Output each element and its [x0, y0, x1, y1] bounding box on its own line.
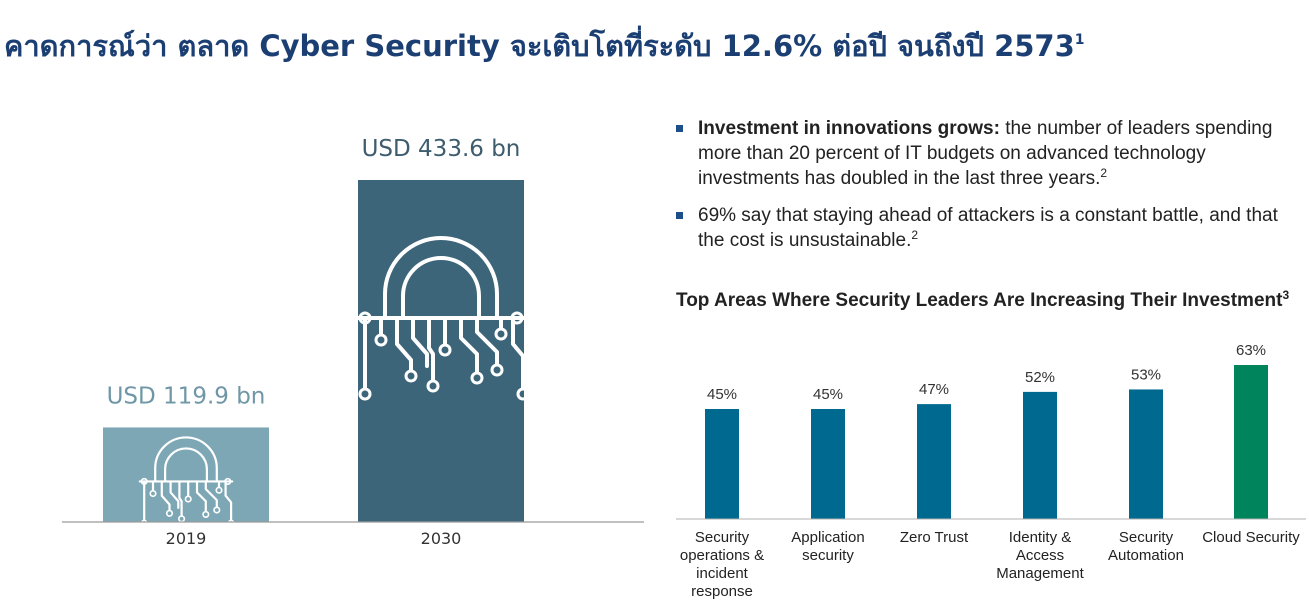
- areas-value-label: 45%: [707, 386, 737, 403]
- bullet-text: 69% say that staying ahead of attackers …: [698, 205, 1278, 251]
- bullet-marker: [676, 125, 683, 132]
- areas-category-label: Cloud Security: [1202, 529, 1300, 546]
- areas-bar: [1234, 365, 1268, 519]
- areas-value-label: 47%: [919, 381, 949, 398]
- headline-text: คาดการณ์ว่า ตลาด Cyber Security จะเติบโต…: [4, 29, 1075, 63]
- market-value-label: USD 119.9 bn: [107, 383, 266, 409]
- headline: คาดการณ์ว่า ตลาด Cyber Security จะเติบโต…: [4, 18, 1304, 68]
- areas-bar: [1023, 391, 1057, 519]
- bullet-text: the number of leaders spending more than…: [698, 118, 1273, 189]
- areas-bar: [1129, 389, 1163, 519]
- areas-value-label: 63%: [1236, 342, 1266, 359]
- areas-category-label: Security Automation: [1108, 529, 1184, 564]
- areas-bar: [917, 404, 951, 519]
- padlock-circuit-icon: [355, 236, 530, 401]
- market-value-label: USD 433.6 bn: [362, 136, 521, 162]
- headline-footnote: 1: [1074, 32, 1085, 48]
- bullet-item: 69% say that staying ahead of attackers …: [676, 203, 1296, 253]
- areas-category-label: Application security: [791, 529, 865, 564]
- areas-value-label: 53%: [1131, 366, 1161, 383]
- bullet-footnote: 2: [1100, 166, 1108, 180]
- areas-value-label: 45%: [813, 386, 843, 403]
- security-areas-chart: 45% 45% 47% 52% 53% 63% Security operations &…: [660, 330, 1309, 612]
- areas-value-label: 52%: [1025, 369, 1055, 386]
- areas-bar: [811, 409, 845, 519]
- market-bar-2019: [103, 427, 269, 522]
- areas-category-label: Security operations & incident response: [679, 529, 765, 600]
- padlock-circuit-icon: [138, 436, 235, 527]
- bullet-bold-text: Investment in innovations grows:: [698, 118, 1000, 139]
- areas-chart-title-footnote: 3: [1282, 288, 1290, 302]
- areas-chart-title: Top Areas Where Security Leaders Are Inc…: [676, 288, 1296, 313]
- insight-bullets: Investment in innovations grows: the num…: [676, 116, 1296, 265]
- market-size-chart: USD 119.9 bn 2019 USD 433.6 bn 2030: [62, 136, 644, 548]
- bullet-footnote: 2: [911, 228, 919, 242]
- areas-category-label: Zero Trust: [899, 529, 969, 546]
- security-areas-plot: 45% 45% 47% 52% 53% 63%: [676, 342, 1306, 520]
- market-category-label: 2030: [421, 529, 462, 548]
- areas-chart-title-text: Top Areas Where Security Leaders Are Inc…: [676, 290, 1283, 311]
- bullet-item: Investment in innovations grows: the num…: [676, 116, 1296, 191]
- areas-bar: [705, 409, 739, 519]
- areas-category-label: Identity & Access Management: [996, 529, 1084, 582]
- bullet-marker: [676, 212, 683, 219]
- market-category-label: 2019: [166, 529, 207, 548]
